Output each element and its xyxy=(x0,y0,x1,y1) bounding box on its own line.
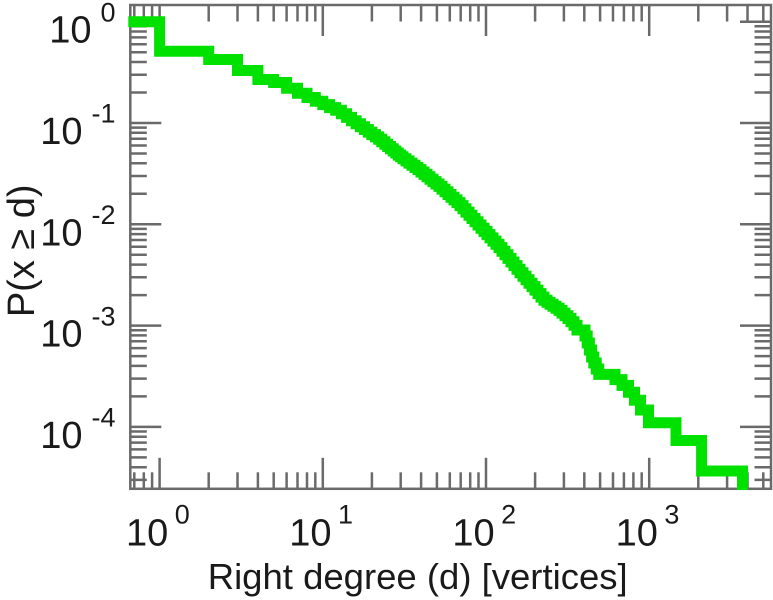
svg-text:P(x ≥ d): P(x ≥ d) xyxy=(1,184,43,317)
svg-text:Right degree (d) [vertices]: Right degree (d) [vertices] xyxy=(208,556,628,597)
